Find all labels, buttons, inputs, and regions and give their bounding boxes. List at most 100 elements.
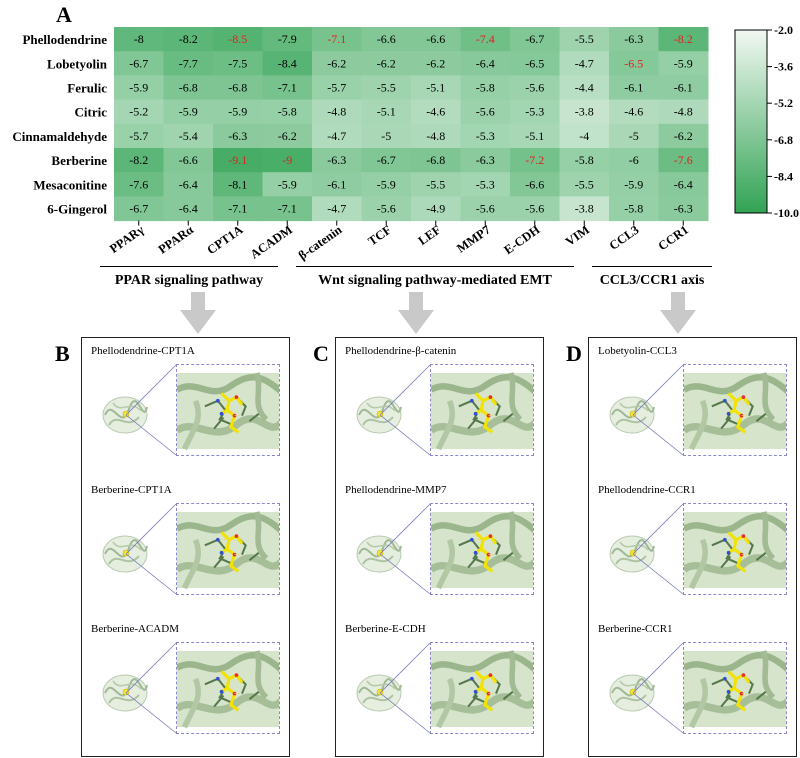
heatmap-cell-value: -6.7 [377,153,396,167]
heatmap-cell-value: -5.3 [525,105,544,119]
heatmap-cell-value: -5.9 [228,105,247,119]
heatmap-cell [411,123,461,149]
heatmap-cell [361,99,412,125]
heatmap-cell-value: -4.7 [327,202,346,216]
heatmap-cell [262,51,313,76]
heatmap-cell [609,75,659,101]
row-label: Cinnamaldehyde [12,129,107,144]
heatmap-cell-value: -5.6 [525,202,544,216]
heatmap-cell [658,75,709,101]
heatmap-cell-value: -4.9 [426,202,445,216]
binding-pocket-closeup [176,364,280,456]
heatmap-cell-value: -5.5 [377,81,396,95]
heatmap-cell [559,99,610,125]
heatmap-cell-value: -6.6 [426,32,445,46]
heatmap-cell-value: -7.2 [525,153,544,167]
heatmap-cell-value: -9 [282,153,292,167]
zoom-connector [379,503,431,595]
heatmap-cell-value: -8.2 [674,32,693,46]
heatmap-cell-value: -4 [579,129,589,143]
heatmap-cell [658,51,709,76]
heatmap-cell-value: -6 [629,153,639,167]
heatmap-cell [114,51,164,76]
heatmap-cell [361,196,412,222]
heatmap-cell [411,27,461,52]
arrow-down-icon [180,292,216,334]
ppar-group-label: PPAR signaling pathway [114,273,264,288]
heatmap-cell [163,172,214,197]
heatmap-cell-value: -5.6 [476,202,495,216]
heatmap-cell-value: -6.5 [624,56,643,70]
heatmap-cell-value: -5.7 [129,129,148,143]
heatmap-cell-value: -8.4 [278,56,297,70]
heatmap-cell [163,99,214,125]
heatmap-cell-value: -4.7 [575,56,594,70]
heatmap-cell [460,27,511,52]
heatmap-cell [658,123,709,149]
heatmap-cell-value: -5.4 [179,129,198,143]
zoom-connector [125,364,177,456]
heatmap-cell-value: -5.8 [278,105,297,119]
heatmap-cell-value: -6.7 [525,32,544,46]
heatmap-cell [460,51,511,76]
heatmap-cell [163,196,214,222]
heatmap-cell-value: -5.9 [377,177,396,191]
heatmap-cell [460,123,511,149]
heatmap-cell [262,27,313,52]
heatmap-cell-value: -6.3 [674,202,693,216]
heatmap-cell [163,148,214,173]
heatmap-cell-value: -6.1 [327,177,346,191]
colorbar-tick-label: -8.4 [774,169,793,183]
column-label: E-CDH [501,222,542,257]
column-label: ACADM [248,222,295,261]
column-label: CCR1 [656,223,691,254]
heatmap-cell [213,75,263,101]
heatmap-cell [213,99,263,125]
heatmap-cell-value: -6.3 [624,32,643,46]
heatmap-cell-value: -6.8 [179,81,198,95]
heatmap-cell [559,75,610,101]
row-label: Phellodendrine [22,32,107,47]
ccl-group-label: CCL3/CCR1 axis [599,273,705,288]
heatmap-cell [361,51,412,76]
docking-title: Berberine-ACADM [91,623,179,635]
column-label: CPT1A [204,223,245,258]
heatmap-cell [361,172,412,197]
arrow-down-icon [398,292,434,334]
zoom-connector [379,642,431,734]
heatmap-cell [559,51,610,76]
heatmap-cell-value: -5.5 [575,177,594,191]
heatmap-cell-value: -4.7 [327,129,346,143]
heatmap-cell [312,148,362,173]
heatmap-cell [114,148,164,173]
protein-structure-thumbnail [95,524,155,589]
heatmap-cell [658,99,709,125]
heatmap-cell-value: -6.1 [674,81,693,95]
heatmap-cell [559,27,610,52]
panel-label-c: C [313,341,329,366]
binding-pocket-closeup [430,364,534,456]
heatmap-cell [658,172,709,197]
heatmap-cell [460,99,511,125]
heatmap-cell-value: -9.1 [228,153,247,167]
heatmap-cell [361,27,412,52]
binding-pocket-closeup [683,364,787,456]
protein-structure-thumbnail [602,524,662,589]
heatmap-cell [609,196,659,222]
heatmap-cell-value: -7.1 [327,32,346,46]
heatmap-cell [510,123,560,149]
column-label: LEF [416,222,444,248]
row-label: Mesaconitine [33,177,107,192]
colorbar-tick-label: -6.8 [774,133,793,147]
heatmap-cell-value: -4.6 [624,105,643,119]
heatmap-cell [213,123,263,149]
docking-title: Phellodendrine-β-catenin [345,345,457,357]
heatmap-cell [510,172,560,197]
heatmap-cell-value: -8 [134,32,144,46]
heatmap-cell [114,196,164,222]
protein-structure-thumbnail [349,663,409,728]
heatmap-cell [460,75,511,101]
zoom-connector [632,503,684,595]
heatmap-cell [510,148,560,173]
heatmap-cell [510,196,560,222]
